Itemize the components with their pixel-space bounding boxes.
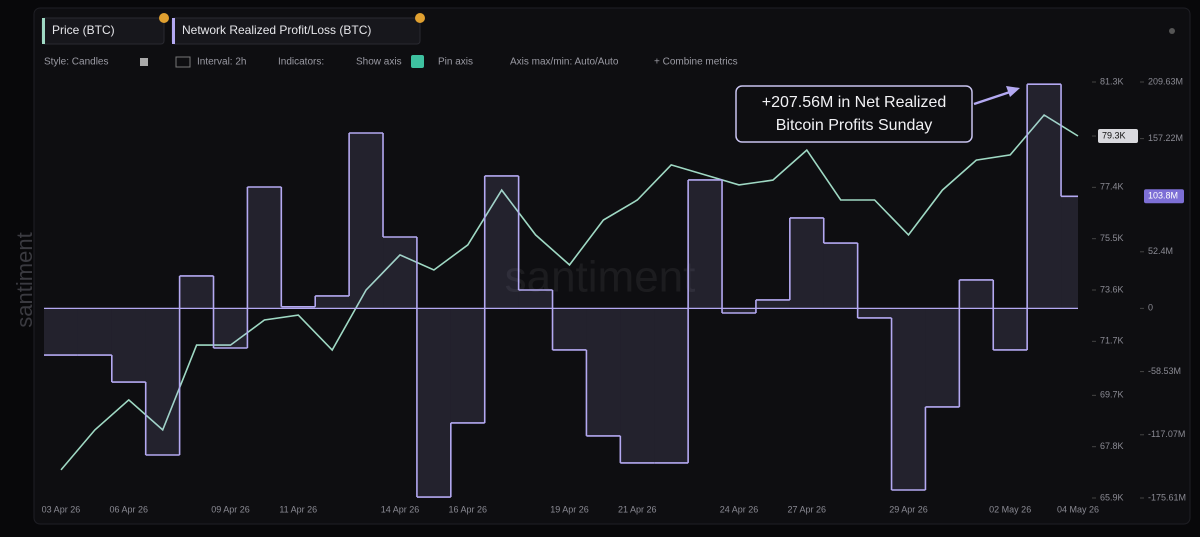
- y2-tick-label: 52.4M: [1148, 246, 1173, 256]
- value-badge: [1098, 129, 1138, 144]
- y2-tick-label: 157.22M: [1148, 133, 1183, 143]
- annotation-arrow: [973, 90, 1011, 106]
- x-tick-label: 21 Apr 26: [618, 504, 657, 514]
- y2-tick-label: 0: [1148, 303, 1153, 313]
- annotation-text: Bitcoin Profits Sunday: [776, 117, 933, 134]
- y2-tick-label: -175.61M: [1148, 492, 1186, 502]
- menu-icon[interactable]: [1169, 28, 1175, 34]
- tab-marker: [172, 18, 175, 44]
- watermark: santiment: [505, 253, 696, 302]
- y2-tick-label: -58.53M: [1148, 366, 1181, 376]
- area-step: [654, 308, 689, 463]
- area-step: [688, 179, 723, 309]
- toolbar-item[interactable]: Show axis: [356, 57, 402, 68]
- area-step: [349, 133, 384, 309]
- area-step: [484, 175, 519, 309]
- area-step: [722, 308, 756, 314]
- y-tick-label: 81.3K: [1100, 76, 1124, 86]
- area-step: [993, 308, 1028, 350]
- y-tick-label: 65.9K: [1100, 492, 1124, 502]
- area-step: [450, 308, 485, 423]
- toolbar-item[interactable]: Axis max/min: Auto/Auto: [510, 57, 619, 68]
- area-step: [315, 295, 350, 309]
- x-tick-label: 09 Apr 26: [211, 504, 250, 514]
- area-step: [620, 308, 655, 463]
- x-tick-label: 24 Apr 26: [720, 504, 759, 514]
- area-step: [1061, 196, 1078, 309]
- y2-tick-label: 209.63M: [1148, 76, 1183, 86]
- toolbar-item[interactable]: Style: Candles: [44, 57, 108, 68]
- tab-badge: [159, 13, 169, 23]
- area-step: [586, 308, 621, 436]
- tab-badge: [415, 13, 425, 23]
- y-tick-label: 73.6K: [1100, 284, 1124, 294]
- y-tick-label: 75.5K: [1100, 233, 1124, 243]
- area-step: [925, 308, 960, 407]
- area-step: [111, 308, 146, 383]
- y2-tick-label: -117.07M: [1148, 429, 1185, 439]
- color-swatch[interactable]: [140, 58, 148, 66]
- area-step: [518, 290, 553, 309]
- area-step: [145, 308, 180, 456]
- annotation-box: [735, 85, 973, 143]
- x-tick-label: 29 Apr 26: [889, 504, 928, 514]
- value-badge-label: 103.8M: [1148, 191, 1178, 201]
- toolbar-item[interactable]: Indicators:: [278, 57, 324, 68]
- watermark: santiment: [12, 232, 37, 327]
- y-tick-label: 77.4K: [1100, 182, 1124, 192]
- checkbox[interactable]: [411, 55, 424, 68]
- y-tick-label: 69.7K: [1100, 390, 1124, 400]
- area-step: [281, 306, 316, 309]
- area-step: [891, 308, 926, 490]
- annotation-arrowhead: [1006, 86, 1020, 97]
- area-step: [857, 308, 892, 318]
- tab-marker: [42, 18, 45, 44]
- value-badge-label: 79.3K: [1102, 130, 1126, 140]
- area-step: [179, 275, 214, 309]
- area-step: [755, 299, 790, 309]
- area-step: [247, 186, 282, 309]
- area-step: [213, 308, 248, 348]
- value-badge: [1144, 189, 1184, 204]
- x-tick-label: 16 Apr 26: [449, 504, 488, 514]
- price-line: [60, 113, 1079, 471]
- area-step: [77, 308, 112, 356]
- x-tick-label: 27 Apr 26: [788, 504, 827, 514]
- toolbar-item[interactable]: Pin axis: [438, 57, 473, 68]
- x-tick-label: 06 Apr 26: [109, 504, 148, 514]
- area-step: [959, 279, 994, 309]
- x-tick-label: 03 Apr 26: [42, 504, 81, 514]
- area-step: [823, 243, 858, 309]
- y-tick-label: 67.8K: [1100, 441, 1124, 451]
- toolbar-item[interactable]: + Combine metrics: [654, 57, 738, 68]
- area-step: [416, 308, 451, 498]
- tab-label[interactable]: Price (BTC): [52, 23, 115, 37]
- toolbar-item[interactable]: Interval: 2h: [197, 57, 246, 68]
- x-tick-label: 04 May 26: [1057, 504, 1099, 514]
- area-step: [789, 217, 824, 309]
- area-step: [1027, 84, 1062, 309]
- x-tick-label: 02 May 26: [989, 504, 1031, 514]
- area-step: [383, 236, 417, 309]
- y-tick-label: 71.7K: [1100, 336, 1124, 346]
- x-tick-label: 14 Apr 26: [381, 504, 420, 514]
- tab-label[interactable]: Network Realized Profit/Loss (BTC): [182, 23, 371, 37]
- x-tick-label: 19 Apr 26: [550, 504, 589, 514]
- area-step: [552, 308, 587, 350]
- annotation-text: +207.56M in Net Realized: [762, 94, 947, 111]
- x-tick-label: 11 Apr 26: [279, 504, 317, 514]
- interval-icon: [175, 56, 191, 68]
- area-step: [44, 308, 78, 356]
